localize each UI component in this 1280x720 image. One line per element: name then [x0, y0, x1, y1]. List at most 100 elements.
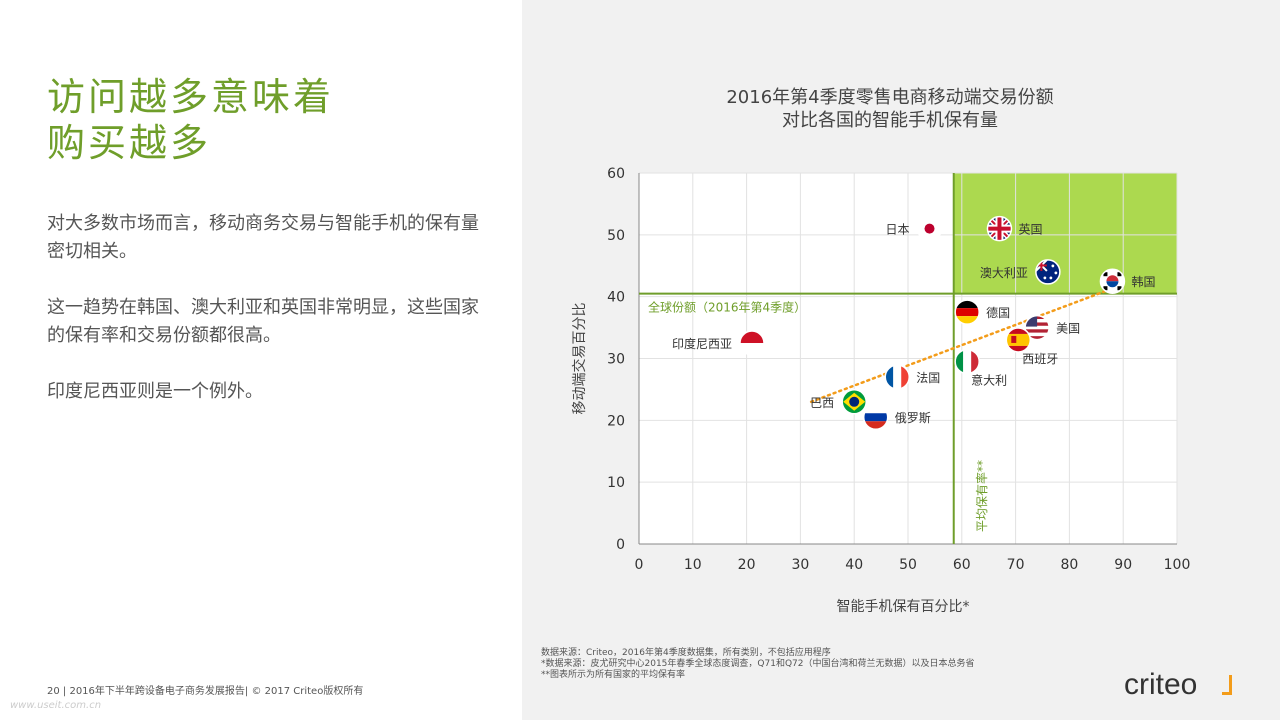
point-label: 英国: [1018, 223, 1042, 237]
flag-border: [1024, 314, 1050, 341]
flag-star: [1043, 276, 1047, 280]
flag-body: [1025, 315, 1050, 340]
headline: 访问越多意味着 购买越多: [47, 74, 334, 166]
flag-stripe: [955, 308, 980, 317]
point-label: 澳大利亚: [980, 266, 1028, 280]
headline-line-2: 购买越多: [47, 121, 212, 165]
y-tick-label: 0: [616, 537, 625, 553]
x-tick-label: 60: [953, 557, 971, 573]
flag-stripe: [739, 331, 764, 344]
flag-border: [986, 215, 1013, 242]
flag-border: [1035, 259, 1061, 285]
flag-canton: [1025, 315, 1038, 327]
flag-body: [885, 365, 910, 390]
data-point: 巴西: [810, 389, 867, 415]
point-label: 意大利: [971, 373, 1007, 388]
flag-body: [1006, 327, 1031, 352]
data-point: 澳大利亚: [980, 259, 1061, 285]
point-label: 法国: [916, 371, 940, 385]
flag-stripe: [863, 421, 888, 430]
y-tick-label: 20: [607, 413, 625, 429]
x-tick-label: 80: [1060, 557, 1078, 573]
x-axis-label: 智能手机保有百分比*: [837, 599, 970, 615]
flag-body: [739, 331, 764, 356]
point-label: 韩国: [1131, 274, 1155, 289]
data-point: 英国: [986, 215, 1042, 242]
flag-stripe: [1025, 329, 1050, 333]
point-label: 西班牙: [1022, 352, 1058, 366]
data-point: 俄罗斯: [862, 404, 931, 430]
data-point: 美国: [1024, 314, 1080, 341]
flag-stripe: [893, 365, 902, 390]
y-tick-label: 30: [607, 352, 625, 368]
flag-border: [1099, 268, 1126, 294]
flag-taeguk-bottom: [1106, 281, 1119, 288]
flag-emblem: [1011, 335, 1017, 343]
flag-star: [1049, 276, 1053, 280]
chart-title-line-2: 对比各国的智能手机保有量: [782, 110, 998, 131]
flag-stripe: [987, 226, 1012, 231]
flag-star: [1054, 271, 1058, 275]
flag-stripe: [739, 343, 764, 356]
left-panel: [0, 0, 522, 720]
flag-stripe: [885, 365, 894, 390]
source-note-2: *数据来源：皮尤研究中心2015年春季全球态度调查，Q71和Q72（中国台湾和荷…: [541, 659, 975, 669]
flag-border: [916, 215, 943, 242]
data-point: 韩国: [1099, 268, 1155, 294]
headline-line-1: 访问越多意味着: [47, 75, 335, 119]
flag-stripe: [955, 300, 980, 309]
paragraph-3: 印度尼西亚则是一个例外。: [47, 381, 263, 402]
scatter-chart: 0 10 20 30 40 50 60 70 80 90 100 0 10 20 30 40 50 60 智能手机保…: [571, 166, 1191, 615]
watermark: www.useit.com.cn: [10, 700, 102, 711]
data-point: 日本: [886, 215, 943, 242]
data-point: 印度尼西亚: [672, 330, 765, 356]
flag-globe: [849, 396, 860, 407]
flag-stripe: [1006, 345, 1031, 352]
data-point: 意大利: [954, 348, 1007, 388]
average-ownership-label: 平均保有率**: [974, 460, 989, 532]
data-point: 德国: [954, 299, 1010, 325]
x-tick-label: 50: [899, 557, 917, 573]
source-note-1: 数据来源：Criteo，2016年第4季度数据集，所有类别，不包括应用程序: [541, 648, 831, 658]
data-point: 西班牙: [1005, 327, 1058, 366]
flag-disc: [924, 223, 935, 234]
y-axis-label: 移动端交易百分比: [571, 303, 588, 415]
chart-title-line-1: 2016年第4季度零售电商移动端交易份额: [726, 87, 1054, 108]
data-point: 法国: [884, 364, 940, 390]
flag-stripe: [901, 365, 910, 390]
flag-stripe: [1035, 264, 1047, 267]
flag-stripe: [1025, 336, 1050, 340]
page-footer: 20 | 2016年下半年跨设备电子商务发展报告| © 2017 Criteo版…: [47, 686, 364, 697]
flag-border: [862, 404, 889, 430]
flag-stripe: [863, 405, 888, 414]
flag-stripe: [863, 413, 888, 422]
y-tick-label: 50: [607, 228, 625, 244]
flag-stripe: [1025, 332, 1050, 337]
flag-border: [739, 330, 765, 356]
x-tick-label: 90: [1114, 557, 1132, 573]
x-tick-label: 0: [635, 557, 644, 573]
flag-star: [1051, 264, 1055, 268]
flag-border: [954, 348, 980, 375]
y-tick-label: 40: [607, 290, 625, 306]
flag-border: [1005, 327, 1032, 353]
flag-trigram: [1117, 286, 1122, 291]
x-tick-label: 100: [1164, 557, 1191, 573]
x-tick-label: 40: [845, 557, 863, 573]
point-label: 美国: [1056, 322, 1080, 336]
chart-title: 2016年第4季度零售电商移动端交易份额 对比各国的智能手机保有量: [640, 86, 1140, 132]
flag-trigram: [1103, 272, 1108, 277]
logo-accent-mark: [1222, 675, 1232, 695]
flag-border: [841, 389, 867, 415]
flag-trigram: [1117, 272, 1122, 277]
flag-taeguk-top: [1106, 275, 1119, 282]
y-tick-label: 60: [607, 166, 625, 182]
flag-stripe: [955, 316, 980, 325]
flag-stripe: [1006, 327, 1031, 334]
flag-stripe: [955, 349, 964, 374]
point-label: 俄罗斯: [895, 411, 931, 425]
y-tick-label: 10: [607, 475, 625, 491]
flag-body: [955, 349, 980, 374]
x-tick-label: 70: [1007, 557, 1025, 573]
criteo-logo: criteo: [1124, 668, 1198, 701]
